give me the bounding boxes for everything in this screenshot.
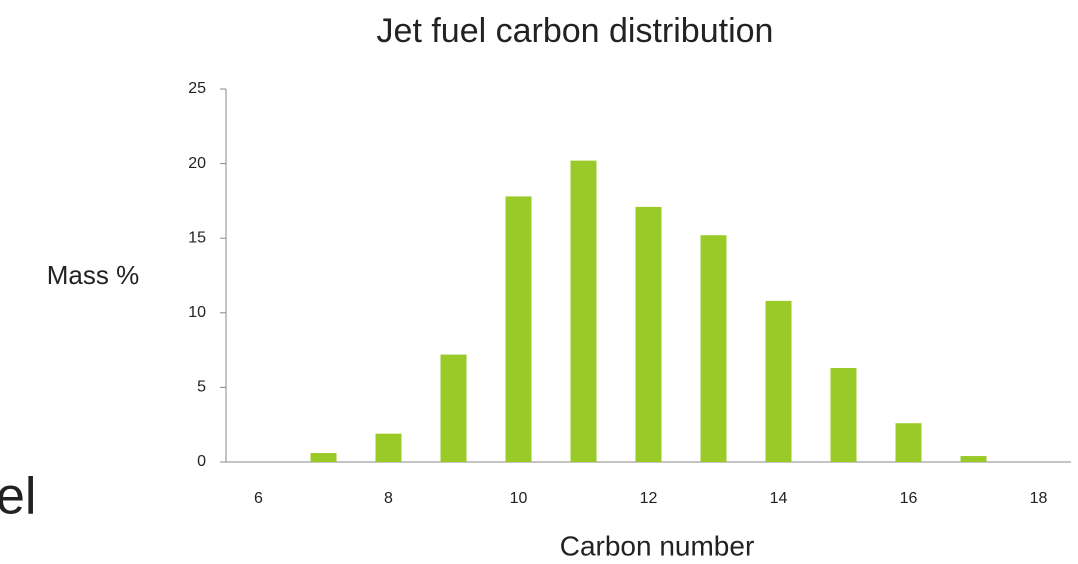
bar	[570, 160, 597, 462]
bar	[635, 206, 662, 462]
x-tick-label: 18	[1030, 490, 1048, 507]
y-tick-label: 15	[188, 229, 206, 246]
x-tick-label: 14	[770, 490, 788, 507]
bar	[895, 423, 922, 462]
x-tick-label: 12	[640, 490, 658, 507]
x-tick-label: 16	[900, 490, 918, 507]
bar	[830, 368, 857, 462]
bar	[960, 456, 987, 462]
chart-title: Jet fuel carbon distribution	[377, 12, 774, 50]
y-tick-label: 5	[197, 379, 206, 396]
x-tick-label: 6	[254, 490, 263, 507]
y-tick-label: 10	[188, 304, 206, 321]
side-text: el	[0, 468, 36, 526]
bar	[375, 433, 402, 462]
bar	[505, 196, 532, 462]
y-axis-label: Mass %	[47, 260, 139, 290]
x-tick-label: 10	[510, 490, 528, 507]
y-tick-label: 25	[188, 80, 206, 97]
bar	[700, 235, 727, 462]
bar	[310, 453, 337, 462]
y-tick-label: 0	[197, 453, 206, 470]
bar	[440, 354, 467, 462]
bar	[765, 300, 792, 462]
y-tick-label: 20	[188, 155, 206, 172]
x-axis-label: Carbon number	[560, 530, 755, 561]
x-tick-label: 8	[384, 490, 393, 507]
